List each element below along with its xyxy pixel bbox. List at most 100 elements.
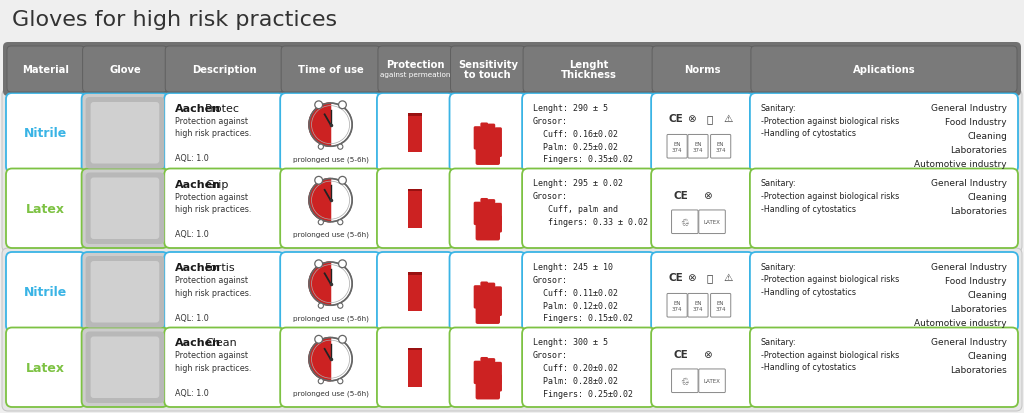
FancyBboxPatch shape: [90, 178, 160, 240]
FancyBboxPatch shape: [281, 328, 381, 407]
FancyBboxPatch shape: [90, 337, 160, 398]
FancyBboxPatch shape: [652, 47, 753, 93]
FancyBboxPatch shape: [651, 252, 754, 332]
FancyBboxPatch shape: [651, 169, 754, 248]
Text: prolonged use (5-6h): prolonged use (5-6h): [293, 390, 369, 396]
Text: Nitrile: Nitrile: [25, 285, 68, 299]
FancyBboxPatch shape: [377, 169, 454, 248]
FancyBboxPatch shape: [2, 248, 1022, 411]
Text: Thickness: Thickness: [561, 70, 616, 80]
Text: Lenght: 300 ± 5
Grosor:
  Cuff: 0.20±0.02
  Palm: 0.28±0.02
  Fingers: 0.25±0.02: Lenght: 300 ± 5 Grosor: Cuff: 0.20±0.02 …: [534, 338, 633, 398]
Bar: [409, 189, 422, 192]
Text: General Industry
Food Industry
Cleaning
Laboratories
Automotive industry: General Industry Food Industry Cleaning …: [914, 262, 1007, 327]
Text: Norms: Norms: [684, 65, 721, 75]
Text: Glove: Glove: [109, 65, 141, 75]
FancyBboxPatch shape: [672, 369, 698, 393]
FancyBboxPatch shape: [672, 211, 698, 234]
Circle shape: [339, 102, 346, 109]
FancyBboxPatch shape: [475, 218, 500, 241]
FancyBboxPatch shape: [164, 169, 285, 248]
Circle shape: [338, 304, 343, 309]
Text: Protection against
high risk practices.

AQL: 1.0: Protection against high risk practices. …: [175, 192, 252, 238]
Bar: [409, 348, 422, 387]
FancyBboxPatch shape: [495, 299, 502, 316]
FancyBboxPatch shape: [281, 169, 381, 248]
Text: CE: CE: [674, 190, 688, 200]
FancyBboxPatch shape: [667, 294, 687, 317]
Text: Nitrile: Nitrile: [25, 127, 68, 140]
FancyBboxPatch shape: [751, 47, 1017, 93]
Text: Protection against
high risk practices.

AQL: 1.0: Protection against high risk practices. …: [175, 275, 252, 322]
FancyBboxPatch shape: [7, 47, 85, 93]
FancyBboxPatch shape: [86, 256, 164, 328]
FancyBboxPatch shape: [698, 369, 725, 393]
Text: Latex: Latex: [27, 202, 66, 215]
FancyBboxPatch shape: [450, 169, 526, 248]
FancyBboxPatch shape: [750, 252, 1018, 332]
FancyBboxPatch shape: [474, 361, 481, 384]
FancyBboxPatch shape: [83, 47, 167, 93]
Text: General Industry
Food Industry
Cleaning
Laboratories
Automotive industry: General Industry Food Industry Cleaning …: [914, 104, 1007, 168]
Text: against permeation: against permeation: [380, 72, 451, 78]
Text: to touch: to touch: [465, 70, 511, 80]
Text: Sanitary:
-Protection against biological risks
-Handling of cytostatics: Sanitary: -Protection against biological…: [761, 104, 899, 138]
FancyBboxPatch shape: [86, 98, 164, 169]
FancyBboxPatch shape: [480, 123, 488, 150]
FancyBboxPatch shape: [480, 199, 488, 225]
FancyBboxPatch shape: [475, 143, 500, 166]
FancyBboxPatch shape: [495, 128, 502, 150]
Text: CE: CE: [674, 349, 688, 359]
Text: LATEX: LATEX: [703, 378, 720, 383]
Text: ⊗: ⊗: [702, 190, 712, 200]
Circle shape: [318, 379, 324, 384]
Circle shape: [318, 145, 324, 150]
Text: ⊗: ⊗: [687, 114, 696, 123]
Text: Sanitary:
-Protection against biological risks
-Handling of cytostatics: Sanitary: -Protection against biological…: [761, 338, 899, 372]
Text: ⊗: ⊗: [702, 349, 712, 359]
Circle shape: [338, 145, 343, 150]
Text: Aachen: Aachen: [175, 338, 221, 348]
FancyBboxPatch shape: [450, 252, 526, 332]
FancyBboxPatch shape: [450, 328, 526, 407]
Text: EN
374: EN 374: [692, 300, 703, 311]
Text: EN
374: EN 374: [716, 300, 726, 311]
Text: EN
374: EN 374: [692, 142, 703, 152]
Text: prolonged use (5-6h): prolonged use (5-6h): [293, 231, 369, 237]
Circle shape: [314, 336, 323, 343]
FancyBboxPatch shape: [651, 328, 754, 407]
FancyBboxPatch shape: [281, 252, 381, 332]
Circle shape: [338, 220, 343, 225]
FancyBboxPatch shape: [522, 169, 655, 248]
FancyBboxPatch shape: [495, 362, 502, 384]
FancyBboxPatch shape: [475, 301, 500, 324]
Circle shape: [309, 179, 352, 222]
FancyBboxPatch shape: [487, 124, 496, 150]
Text: General Industry
Cleaning
Laboratories: General Industry Cleaning Laboratories: [931, 338, 1007, 375]
Text: Aachen: Aachen: [175, 262, 221, 272]
Circle shape: [314, 260, 323, 268]
FancyBboxPatch shape: [164, 252, 285, 332]
FancyBboxPatch shape: [6, 252, 86, 332]
FancyBboxPatch shape: [480, 282, 488, 309]
Text: Aplications: Aplications: [853, 65, 915, 75]
Bar: [409, 273, 422, 311]
FancyBboxPatch shape: [3, 43, 1021, 97]
FancyBboxPatch shape: [495, 140, 502, 158]
Circle shape: [318, 304, 324, 309]
FancyBboxPatch shape: [487, 283, 496, 309]
Text: EN
374: EN 374: [716, 142, 726, 152]
FancyBboxPatch shape: [82, 169, 168, 248]
Text: Protection against
high risk practices.

AQL: 1.0: Protection against high risk practices. …: [175, 351, 252, 397]
FancyBboxPatch shape: [164, 94, 285, 173]
FancyBboxPatch shape: [475, 377, 500, 399]
FancyBboxPatch shape: [377, 328, 454, 407]
Circle shape: [309, 104, 352, 147]
Bar: [409, 189, 422, 228]
Circle shape: [318, 220, 324, 225]
Text: Material: Material: [23, 65, 70, 75]
FancyBboxPatch shape: [522, 94, 655, 173]
FancyBboxPatch shape: [377, 252, 454, 332]
Text: ♲: ♲: [680, 376, 689, 386]
Text: Protec: Protec: [205, 104, 241, 114]
FancyBboxPatch shape: [281, 94, 381, 173]
